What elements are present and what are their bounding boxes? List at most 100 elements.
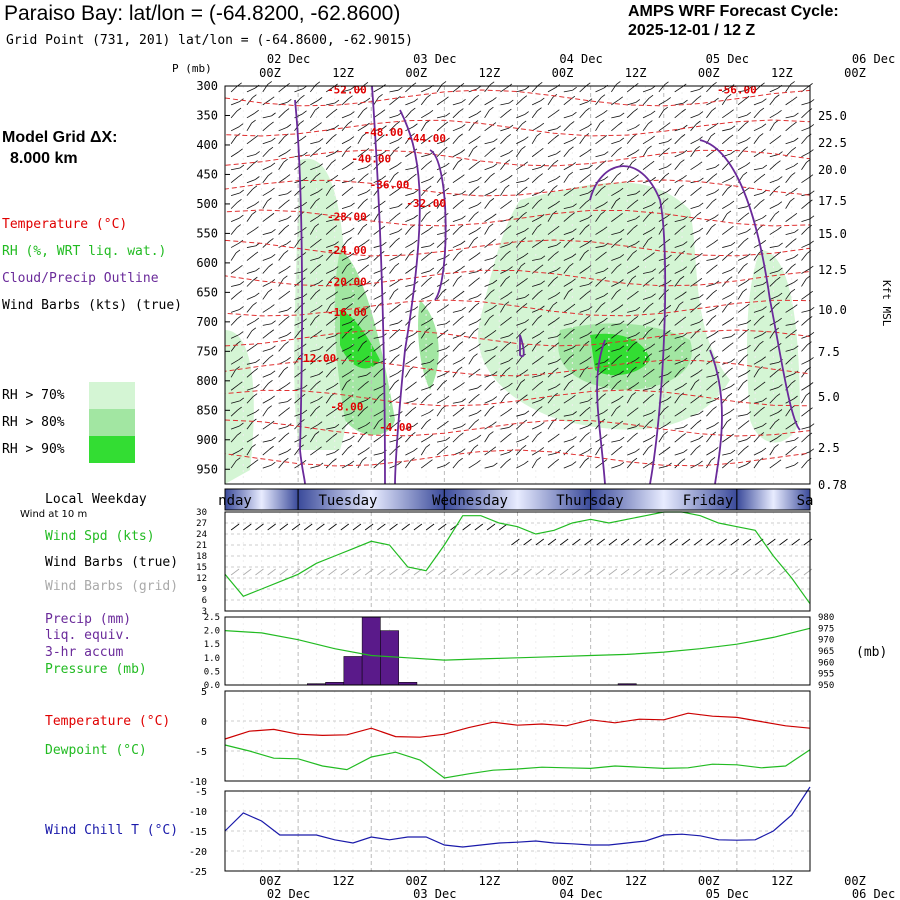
wind-barb-feather — [316, 380, 321, 385]
wind-barb — [769, 295, 779, 300]
wind-barb-grid — [693, 568, 703, 576]
wind-barb-feather — [411, 198, 417, 203]
wind-barb — [579, 318, 587, 326]
wind-barb — [547, 178, 557, 184]
wind-barb-feather — [713, 239, 719, 243]
wind-barb-grid — [620, 568, 630, 576]
wind-barb — [595, 204, 604, 210]
wind-barb-feather — [315, 314, 320, 319]
wind-barb — [722, 128, 732, 132]
wind-barb — [595, 437, 604, 443]
wind-barb — [722, 320, 731, 326]
wind-barb-feather — [318, 346, 324, 350]
wind-barb — [706, 292, 714, 300]
wind-barb-grid — [535, 568, 545, 576]
wind-barb — [325, 253, 333, 261]
wind-barb-feather — [603, 409, 608, 413]
wind-barb-feather — [251, 444, 256, 448]
wind-barb-true — [438, 523, 447, 531]
wind-barb — [310, 150, 318, 158]
wind-barb — [452, 127, 462, 132]
wind-barb-grid — [803, 568, 813, 576]
wind-barb-feather — [348, 186, 354, 191]
wind-barb — [246, 371, 255, 378]
wind-barb — [722, 244, 732, 248]
wind-barb-true — [364, 523, 374, 531]
wind-tick: 27 — [196, 519, 207, 529]
wind-barb-grid — [547, 568, 557, 576]
wind-barb — [690, 114, 700, 119]
wind-barbs-grid-label: Wind Barbs (grid) — [45, 579, 179, 594]
wind-barb — [452, 359, 462, 365]
wind-barb — [595, 320, 604, 326]
wind-barb-feather — [696, 419, 702, 424]
wind-barb-feather — [413, 123, 418, 128]
wind-barb — [405, 268, 413, 274]
wind-barb — [262, 408, 269, 417]
wind-barb — [642, 88, 652, 93]
wind-barb-feather — [570, 328, 575, 333]
wind-barb-feather — [746, 436, 751, 440]
wind-barb-feather — [365, 189, 371, 193]
wind-barb — [753, 293, 762, 300]
wind-barb-feather — [365, 239, 370, 243]
wind-barb — [690, 448, 697, 456]
wind-barb — [579, 293, 587, 300]
wind-barb — [452, 253, 459, 261]
wind-barb — [579, 435, 586, 443]
precip-tick: 0.0 — [204, 681, 220, 691]
wind-barb-feather — [475, 368, 481, 373]
time-tick-top: 00Z — [844, 66, 866, 80]
wind-barb — [341, 347, 351, 352]
wind-barb — [278, 193, 288, 197]
wind-barb-feather — [269, 445, 274, 450]
wind-barb-feather — [380, 109, 386, 113]
wind-barb-feather — [586, 406, 591, 411]
wind-barb-feather — [442, 379, 448, 384]
wind-barb — [341, 463, 351, 469]
wind-barb — [531, 100, 541, 106]
wind-barb — [674, 304, 680, 313]
wind-barb — [516, 413, 526, 417]
wind-barb-feather — [458, 224, 464, 229]
wind-barb-feather — [665, 147, 670, 152]
wind-barb-feather — [330, 301, 335, 305]
wind-barb-feather — [333, 382, 339, 387]
wind-barb — [294, 239, 300, 248]
wind-barb-feather — [778, 242, 783, 247]
wind-barb-feather — [651, 176, 656, 181]
wind-barb — [801, 410, 809, 417]
wind-barb-feather — [698, 319, 704, 323]
wind-barb-true — [572, 538, 581, 546]
wind-barb — [326, 219, 335, 223]
wind-barb — [626, 177, 635, 184]
wind-barb-feather — [683, 99, 688, 104]
wind-barb-feather — [459, 316, 464, 320]
wind-barb — [310, 332, 318, 339]
wind-barb — [642, 331, 649, 339]
wind-barb-feather — [758, 366, 763, 370]
wind-barb — [579, 460, 586, 469]
wind-barb-feather — [698, 111, 704, 115]
wind-barb-feather — [698, 252, 703, 257]
wind-barb-feather — [413, 397, 419, 402]
wind-barb — [357, 308, 367, 313]
wind-barb — [690, 205, 700, 210]
wind-barb — [357, 409, 365, 417]
wind-barb — [389, 98, 397, 106]
time-tick-top: 12Z — [625, 66, 647, 80]
wind-barb-feather — [506, 367, 511, 371]
wind-barb-feather — [522, 95, 528, 100]
wind-barb-feather — [743, 146, 749, 151]
wind-barb — [769, 412, 779, 417]
wind-barb — [737, 139, 747, 145]
wind-barb — [547, 213, 553, 222]
wind-barb-feather — [237, 290, 243, 294]
wind-barb-feather — [760, 381, 766, 386]
date-label-top: 02 Dec — [267, 52, 310, 66]
wind-barb — [769, 362, 779, 365]
time-tick-top: 12Z — [479, 66, 501, 80]
wind-barb-feather — [236, 457, 241, 462]
wind-barb-feather — [254, 292, 260, 297]
wind-barb-feather — [536, 457, 541, 461]
